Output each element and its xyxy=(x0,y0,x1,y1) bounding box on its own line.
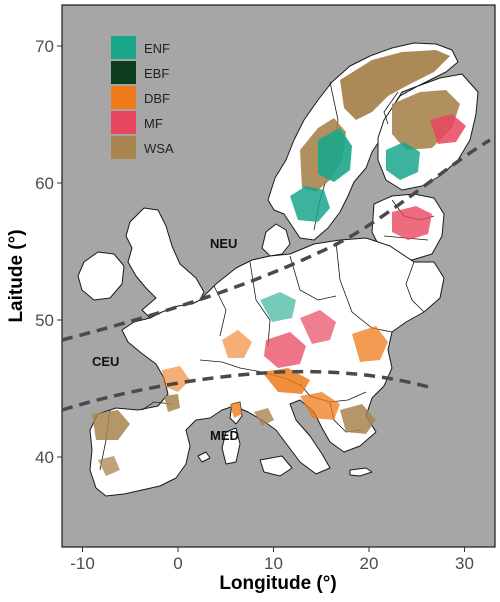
neu-ceu-divider xyxy=(61,138,491,342)
x-axis-title: Longitude (°) xyxy=(219,573,336,594)
legend-label-mf: MF xyxy=(144,116,163,131)
sardinia-land xyxy=(221,427,241,465)
crete-land xyxy=(349,467,373,477)
y-tick-label: 70 xyxy=(35,37,54,56)
legend-swatch-wsa xyxy=(111,136,136,159)
legend-swatch-enf xyxy=(111,36,136,59)
y-axis: 40 50 60 70 xyxy=(35,37,62,467)
y-tick-label: 40 xyxy=(35,448,54,467)
legend-swatch-dbf xyxy=(111,86,136,109)
legend-label-dbf: DBF xyxy=(144,91,170,106)
legend-label-ebf: EBF xyxy=(144,66,169,81)
legend: ENF EBF DBF MF WSA xyxy=(111,36,174,159)
region-label-med: MED xyxy=(210,428,239,443)
x-tick-label: 0 xyxy=(173,554,182,573)
region-label-ceu: CEU xyxy=(92,354,119,369)
legend-label-wsa: WSA xyxy=(144,141,174,156)
balearic-land xyxy=(197,451,211,463)
legend-label-enf: ENF xyxy=(144,41,170,56)
ceu-med-divider xyxy=(61,369,433,412)
x-tick-label: 20 xyxy=(360,554,379,573)
x-tick-label: 10 xyxy=(264,554,283,573)
legend-swatch-mf xyxy=(111,111,136,134)
region-label-neu: NEU xyxy=(210,236,237,251)
ireland-land xyxy=(77,251,125,301)
x-tick-label: -10 xyxy=(70,554,95,573)
region-dividers xyxy=(61,138,491,412)
x-axis: -10 0 10 20 30 xyxy=(70,547,474,573)
legend-swatch-ebf xyxy=(111,61,136,84)
sicily-land xyxy=(259,455,293,477)
y-tick-label: 50 xyxy=(35,311,54,330)
y-tick-label: 60 xyxy=(35,174,54,193)
y-axis-title: Laitude (°) xyxy=(6,229,27,322)
forest-patches xyxy=(92,50,466,476)
x-tick-label: 30 xyxy=(455,554,474,573)
